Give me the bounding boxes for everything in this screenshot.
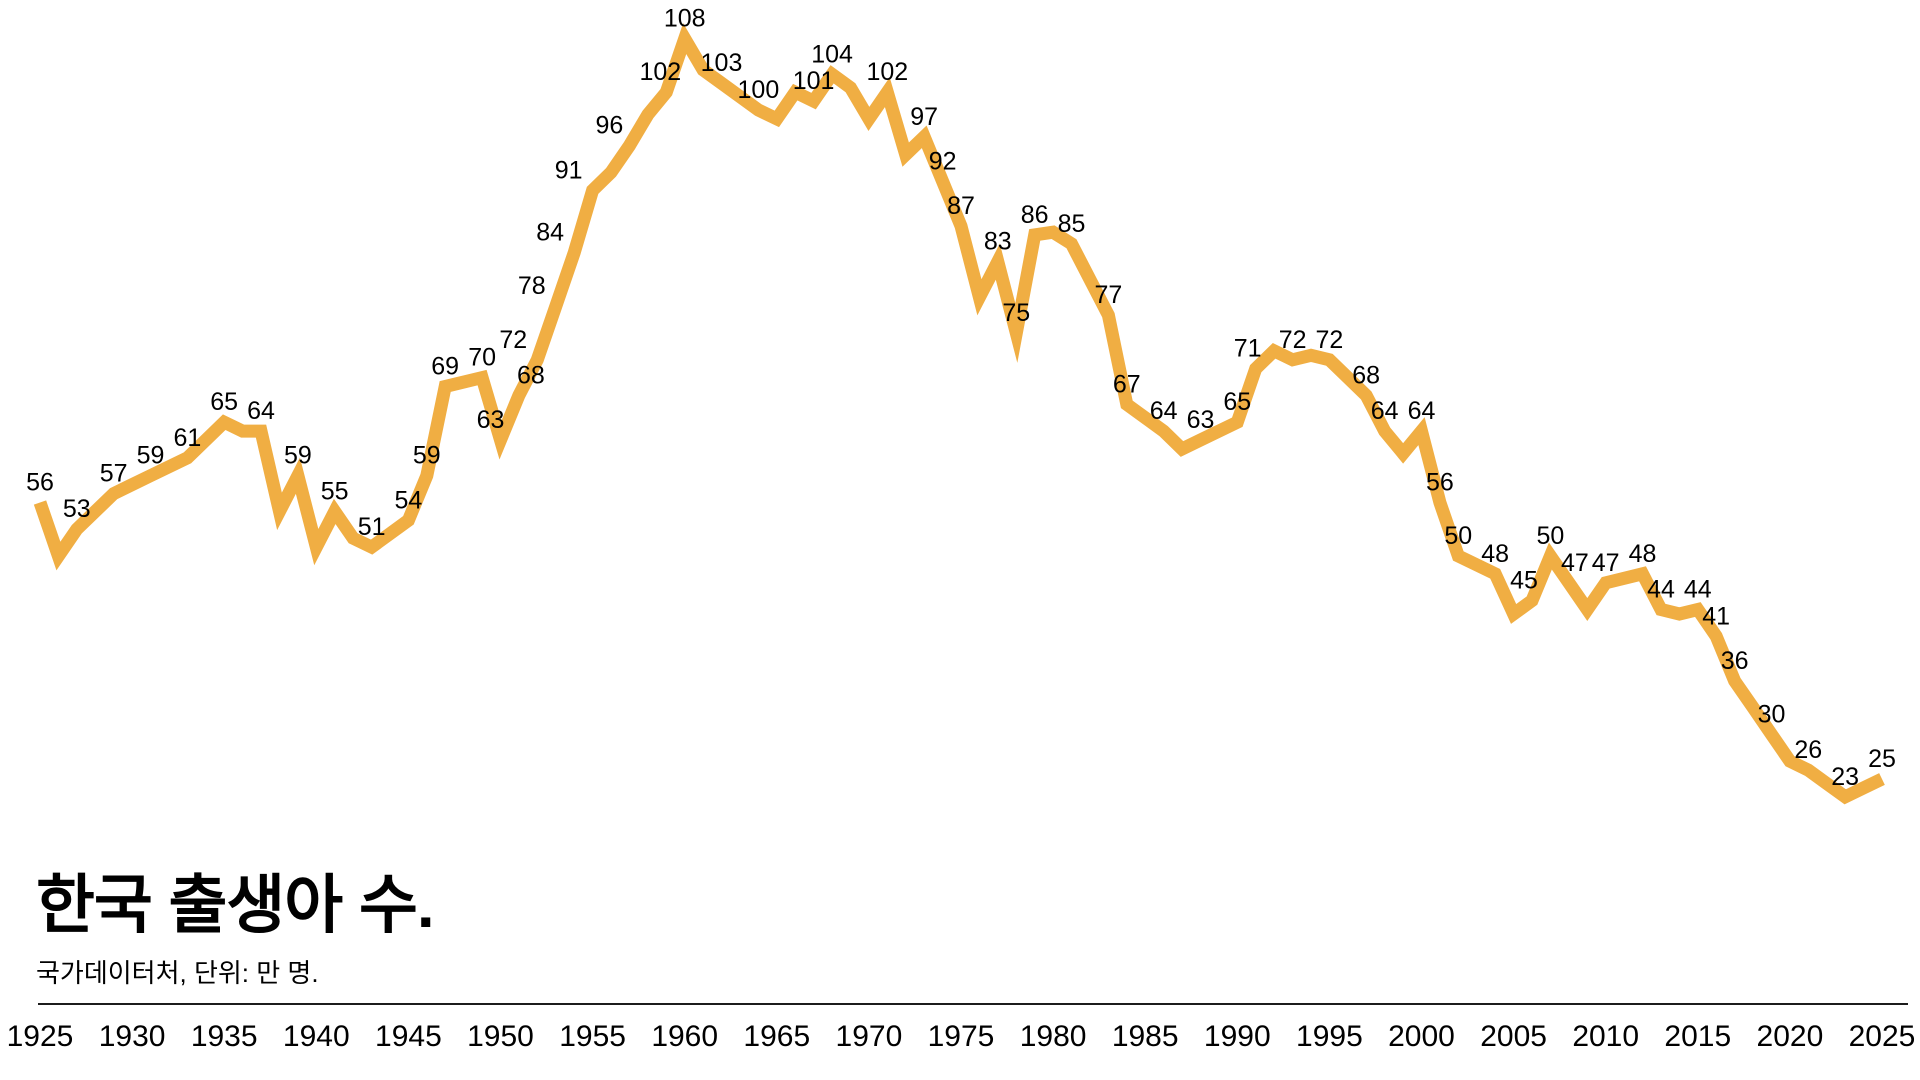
data-label: 77: [1094, 281, 1122, 309]
data-label: 30: [1758, 700, 1786, 728]
data-label: 69: [431, 353, 459, 381]
chart-title: 한국 출생아 수.: [36, 869, 435, 941]
data-label: 64: [1371, 397, 1399, 425]
data-label: 87: [947, 192, 975, 220]
x-axis-tick: 2000: [1388, 1020, 1455, 1053]
data-label: 61: [173, 424, 201, 452]
data-label: 47: [1592, 549, 1620, 577]
x-axis-tick: 1925: [6, 1020, 74, 1053]
data-label: 63: [477, 406, 505, 434]
data-label: 75: [1002, 299, 1030, 327]
data-label: 97: [910, 103, 938, 131]
data-label: 44: [1647, 576, 1675, 604]
data-label: 84: [536, 219, 564, 247]
data-label: 56: [26, 469, 54, 497]
data-label: 48: [1629, 540, 1657, 568]
x-axis-tick: 2025: [1848, 1020, 1916, 1053]
data-label: 83: [984, 228, 1012, 256]
data-label: 92: [929, 147, 957, 175]
x-axis-tick: 1955: [559, 1020, 626, 1053]
x-axis-tick: 2005: [1480, 1020, 1547, 1053]
data-label: 68: [1352, 361, 1380, 389]
data-label: 100: [738, 76, 780, 104]
data-label: 63: [1187, 406, 1215, 434]
data-label: 64: [1150, 397, 1178, 425]
data-label: 51: [358, 513, 386, 541]
x-axis-tick: 1990: [1203, 1020, 1271, 1053]
title-block: 한국 출생아 수. 국가데이터처, 단위: 만 명.: [36, 869, 435, 990]
x-axis-tick: 2010: [1572, 1020, 1640, 1053]
data-label: 59: [413, 442, 441, 470]
data-label: 56: [1426, 469, 1454, 497]
data-label: 47: [1561, 549, 1589, 577]
data-label: 23: [1831, 763, 1859, 791]
data-label: 70: [468, 344, 496, 372]
x-axis-tick: 1960: [651, 1020, 719, 1053]
data-label: 65: [210, 388, 238, 416]
data-label: 85: [1058, 210, 1086, 238]
data-label: 64: [1408, 397, 1436, 425]
data-label: 53: [63, 495, 91, 523]
data-label: 91: [555, 156, 583, 184]
x-axis-tick: 1980: [1019, 1020, 1087, 1053]
data-label: 108: [664, 5, 706, 33]
data-label: 71: [1234, 335, 1262, 363]
data-label: 25: [1868, 745, 1896, 773]
data-label: 50: [1444, 522, 1472, 550]
data-label: 59: [284, 442, 312, 470]
x-axis-tick: 1975: [927, 1020, 995, 1053]
data-label: 68: [517, 361, 545, 389]
data-label: 41: [1702, 602, 1730, 630]
data-label: 101: [793, 67, 835, 95]
data-label: 48: [1481, 540, 1509, 568]
data-label: 44: [1684, 576, 1712, 604]
data-label: 67: [1113, 370, 1141, 398]
x-axis-tick: 1940: [282, 1020, 350, 1053]
data-label: 102: [866, 58, 908, 86]
x-axis-tick: 2020: [1756, 1020, 1824, 1053]
data-label: 50: [1536, 522, 1564, 550]
data-label: 64: [247, 397, 275, 425]
data-label: 102: [639, 58, 681, 86]
x-axis-tick: 1965: [743, 1020, 811, 1053]
data-label: 26: [1794, 736, 1822, 764]
data-label: 72: [499, 326, 527, 354]
data-label: 55: [321, 477, 349, 505]
birth-line: [33, 23, 1885, 805]
data-label: 96: [595, 112, 623, 140]
data-label: 104: [811, 40, 853, 68]
data-label: 36: [1721, 647, 1749, 675]
x-axis-tick: 1985: [1111, 1020, 1179, 1053]
data-label: 59: [137, 442, 165, 470]
x-axis-tick: 1935: [190, 1020, 258, 1053]
x-axis-line: [38, 1003, 1908, 1005]
chart-source-note: 국가데이터처, 단위: 만 명.: [36, 958, 319, 989]
data-label: 72: [1279, 326, 1307, 354]
x-axis-tick: 1995: [1296, 1020, 1363, 1053]
data-label: 54: [394, 486, 422, 514]
x-axis-ticks: 1925 1930 1935 1940 1945 1950 1955 1960 1965 1970…: [0, 1020, 1920, 1060]
data-label: 65: [1223, 388, 1251, 416]
data-label: 45: [1510, 567, 1538, 595]
data-label: 86: [1021, 201, 1049, 229]
x-axis-tick: 1945: [375, 1020, 442, 1053]
data-label: 103: [701, 49, 743, 77]
x-axis-tick: 1970: [835, 1020, 903, 1053]
x-axis-tick: 1950: [467, 1020, 534, 1053]
x-axis-tick: 2015: [1664, 1020, 1732, 1053]
data-label: 57: [100, 460, 128, 488]
x-axis-tick: 1930: [98, 1020, 166, 1053]
data-label: 78: [518, 272, 546, 300]
data-label: 72: [1315, 326, 1343, 354]
